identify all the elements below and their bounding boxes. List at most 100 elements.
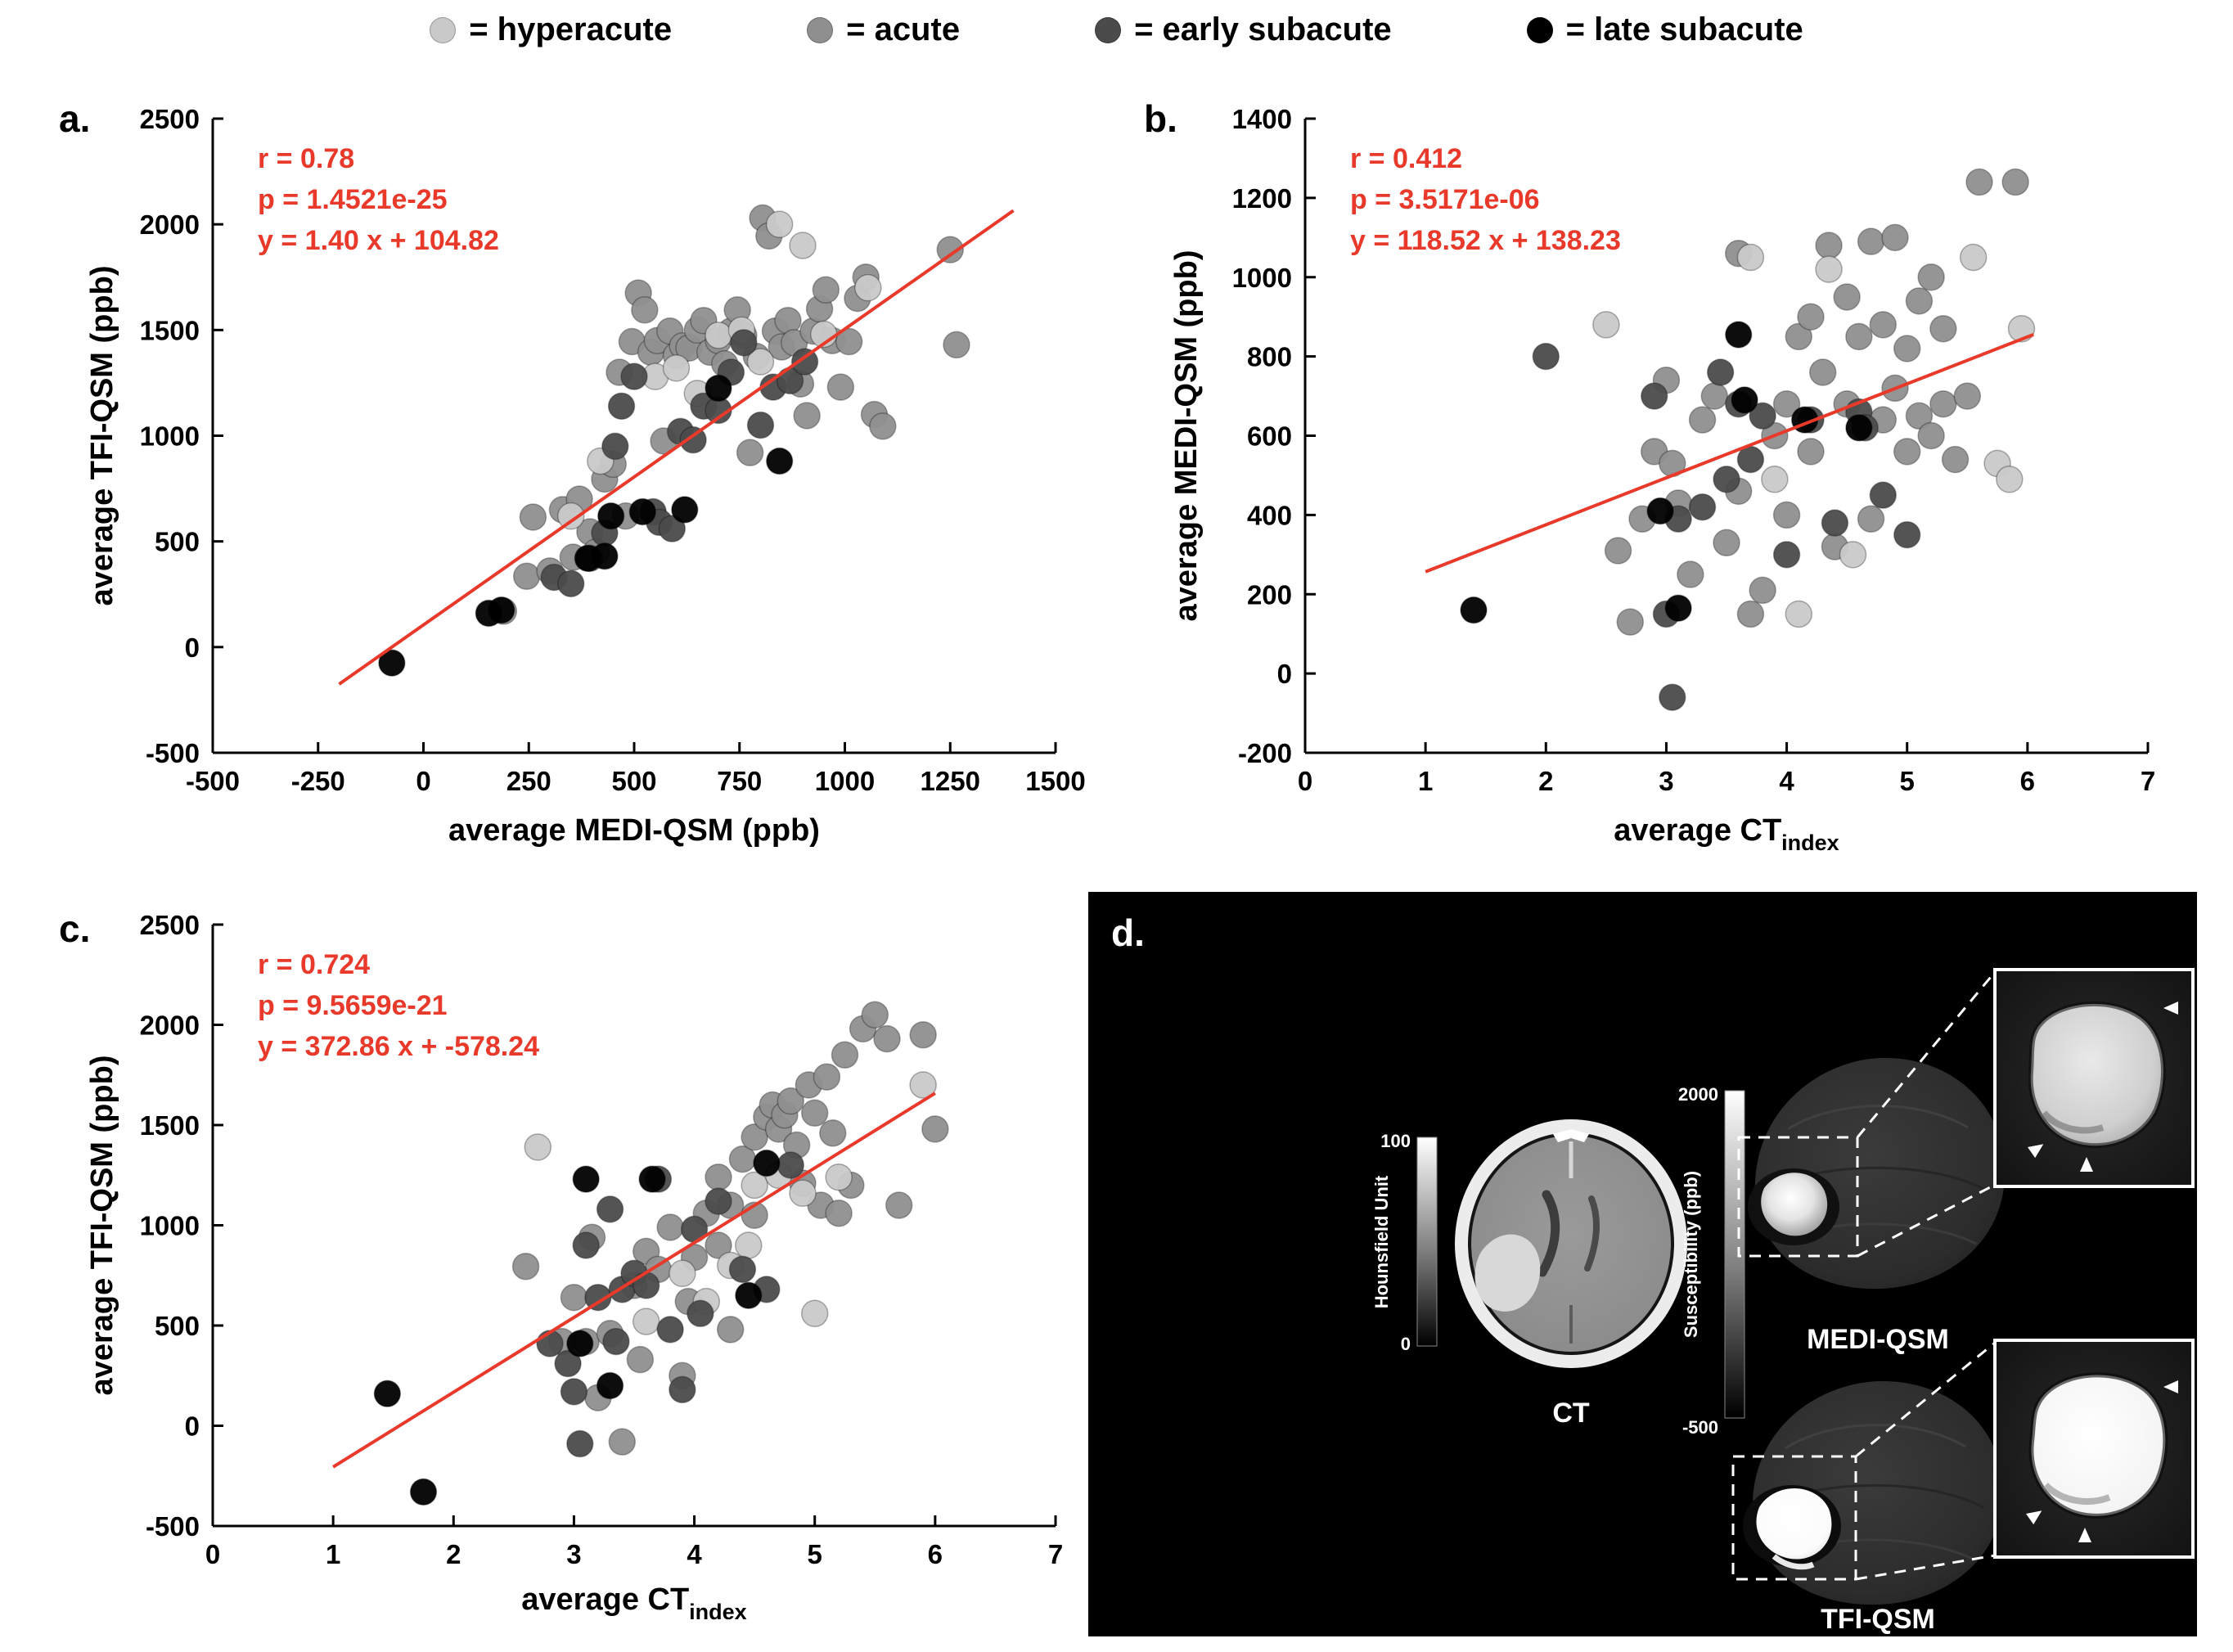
scatter-point-acute xyxy=(943,331,970,359)
scatter-point-early-subacute xyxy=(1869,481,1898,509)
scatter-point-early-subacute xyxy=(1821,509,1849,537)
x-tick-label: 750 xyxy=(717,766,762,796)
scatter-point-late-subacute xyxy=(373,1380,402,1408)
y-tick-label: 2500 xyxy=(140,910,200,940)
scatter-point-acute xyxy=(705,1231,732,1259)
scatter-point-hyperacute xyxy=(735,1231,763,1259)
scatter-point-acute xyxy=(1857,505,1885,533)
y-tick-label: 1500 xyxy=(140,1110,200,1141)
panel-a-letter: a. xyxy=(59,97,91,140)
scatter-point-early-subacute xyxy=(1713,466,1740,493)
scatter-point-early-subacute xyxy=(554,1349,582,1378)
hounsfield-colorbar: 100 0 Hounsfield Unit xyxy=(1371,1131,1438,1354)
early-subacute-dot-icon xyxy=(1095,16,1122,43)
y-tick-label: 800 xyxy=(1247,342,1292,372)
scatter-point-late-subacute xyxy=(628,497,657,526)
scatter-point-hyperacute xyxy=(669,1259,696,1288)
scatter-point-acute xyxy=(626,1345,655,1374)
regression-line xyxy=(338,209,1015,686)
scatter-point-late-subacute xyxy=(596,1371,624,1400)
scatter-point-late-subacute xyxy=(671,496,699,524)
ct-brain-image xyxy=(1455,1119,1687,1368)
tfi-arrowhead-3 xyxy=(2078,1528,2091,1542)
scatter-point-hyperacute xyxy=(765,210,794,238)
scatter-point-acute xyxy=(705,1163,732,1191)
scatter-point-late-subacute xyxy=(1460,596,1488,624)
scatter-point-hyperacute xyxy=(800,1299,829,1328)
y-tick-label: 2000 xyxy=(140,209,200,240)
scatter-point-acute xyxy=(1953,382,1982,410)
y-tick-label: 0 xyxy=(185,1411,200,1442)
y-axis-label: average MEDI-QSM (ppb) xyxy=(1169,250,1204,622)
x-tick-label: 1500 xyxy=(1025,766,1085,796)
medi-arrowhead-1 xyxy=(2163,1002,2178,1015)
x-tick-label: 3 xyxy=(566,1539,581,1569)
scatter-point-acute xyxy=(1905,402,1934,430)
x-tick-label: -250 xyxy=(291,766,345,796)
scatter-point-early-subacute xyxy=(746,411,775,439)
y-tick-label: 2000 xyxy=(140,1011,200,1041)
y-tick-label: 0 xyxy=(1277,659,1292,689)
scatter-point-acute xyxy=(812,276,840,304)
susceptibility-max-label: 2000 xyxy=(1678,1084,1718,1105)
y-axis-label: average TFI-QSM (ppb) xyxy=(85,1056,119,1396)
scatter-point-acute xyxy=(1881,223,1909,252)
regression-line xyxy=(332,1092,936,1469)
scatter-point-acute xyxy=(1857,227,1885,255)
tfi-qsm-inset-image xyxy=(1993,1339,2195,1559)
y-tick-label: 1000 xyxy=(140,1211,200,1241)
scatter-point-late-subacute xyxy=(1731,386,1758,414)
scatter-point-early-subacute xyxy=(728,1255,757,1284)
y-tick-label: 500 xyxy=(155,1311,200,1341)
scatter-point-acute xyxy=(560,1283,588,1312)
stats-text: y = 1.40 x + 104.82 xyxy=(258,225,499,256)
stats-text: r = 0.412 xyxy=(1350,143,1462,174)
stats-text: p = 1.4521e-25 xyxy=(258,184,448,215)
scatter-point-acute xyxy=(512,562,541,591)
scatter-point-acute xyxy=(736,439,764,466)
scatter-point-acute xyxy=(1713,529,1740,557)
scatter-point-early-subacute xyxy=(596,1195,624,1223)
scatter-point-acute xyxy=(1749,576,1776,605)
medi-qsm-inset-image xyxy=(1993,968,2195,1188)
x-tick-label: 0 xyxy=(416,766,430,796)
scatter-point-acute xyxy=(631,296,659,324)
scatter-point-acute xyxy=(2001,168,2029,196)
stats-text: r = 0.724 xyxy=(258,949,370,980)
scatter-point-hyperacute xyxy=(1592,311,1620,339)
scatter-point-acute xyxy=(1616,608,1645,636)
stats-text: r = 0.78 xyxy=(258,143,354,174)
x-tick-label: 2 xyxy=(1538,766,1553,796)
scatter-point-acute xyxy=(813,1063,841,1091)
scatter-point-early-subacute xyxy=(572,1231,600,1259)
x-tick-label: 4 xyxy=(1779,766,1794,796)
scatter-point-late-subacute xyxy=(638,1165,666,1193)
scatter-point-early-subacute xyxy=(730,329,758,357)
x-tick-label: 1 xyxy=(326,1539,340,1569)
y-tick-label: 400 xyxy=(1247,500,1292,530)
susceptibility-title: Susceptibility (ppb) xyxy=(1681,1171,1701,1338)
panel-d-imaging: d. 100 0 Hounsfield Unit CT xyxy=(1088,892,2197,1636)
scatter-point-acute xyxy=(1893,335,1921,362)
stats-text: y = 372.86 x + -578.24 xyxy=(258,1031,539,1062)
medi-qsm-brain-image xyxy=(1748,1057,2006,1290)
scatter-point-early-subacute xyxy=(669,1375,696,1404)
scatter-point-acute xyxy=(511,1252,540,1281)
legend-item-late-subacute: = late subacute xyxy=(1526,11,1803,48)
scatter-point-acute xyxy=(656,1213,684,1241)
scatter-point-hyperacute xyxy=(854,273,882,302)
scatter-point-early-subacute xyxy=(1532,342,1560,371)
scatter-point-late-subacute xyxy=(753,1149,781,1177)
x-tick-label: -500 xyxy=(186,766,240,796)
scatter-point-early-subacute xyxy=(656,1316,684,1344)
scatter-point-acute xyxy=(1785,322,1813,351)
scatter-point-late-subacute xyxy=(566,1330,594,1357)
medi-arrowhead-2 xyxy=(2028,1144,2044,1159)
scatter-point-acute xyxy=(921,1115,949,1143)
legend-item-acute: = acute xyxy=(807,11,960,48)
scatter-plot-tfi-vs-ctindex: 0 1 2 3 4 5 6 7 -500 0 500 1000 1500 2000 2500 r = 0.72… xyxy=(78,892,1092,1636)
x-tick-label: 6 xyxy=(928,1539,943,1569)
scatter-point-acute xyxy=(835,327,863,356)
scatter-plot-medi-vs-ctindex: 0 1 2 3 4 5 6 7 -200 0 200 400 600 800 1000 1200 1400 r =… xyxy=(1162,82,2185,867)
scatter-point-acute xyxy=(519,503,547,531)
